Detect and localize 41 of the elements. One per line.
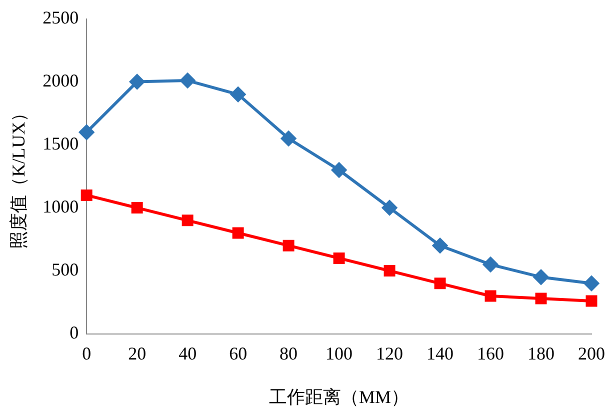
x-tick-label: 180	[528, 343, 555, 364]
point	[182, 214, 194, 226]
point	[80, 189, 92, 201]
point	[130, 74, 145, 90]
x-tick-label: 140	[426, 343, 454, 364]
y-tick-label: 0	[70, 322, 79, 343]
x-tick-label: 120	[376, 343, 404, 364]
point	[281, 131, 296, 146]
point	[432, 238, 448, 254]
point	[230, 86, 246, 102]
y-tick-label: 2000	[42, 70, 79, 91]
point	[384, 265, 396, 277]
y-tick-label: 500	[52, 260, 79, 280]
x-tick-label: 20	[128, 343, 146, 364]
x-tick-label: 60	[229, 343, 248, 364]
point	[584, 276, 599, 291]
point	[282, 240, 294, 252]
y-tick-label: 1000	[42, 196, 79, 217]
y-axis-title: 照度值（K/LUX）	[8, 104, 29, 249]
x-tick-label: 40	[178, 343, 197, 364]
x-tick-label: 100	[326, 343, 353, 364]
point	[534, 270, 549, 285]
point	[484, 290, 496, 302]
point	[382, 200, 398, 216]
point	[586, 295, 598, 307]
y-tick-label: 1500	[42, 134, 79, 154]
point	[332, 162, 347, 178]
point	[180, 73, 196, 88]
point	[131, 202, 143, 214]
x-tick-label: 160	[477, 343, 504, 364]
point	[434, 278, 446, 290]
point	[232, 227, 244, 239]
point	[535, 292, 547, 304]
x-axis-title: 工作距离（MM）	[269, 386, 410, 407]
x-tick-label: 0	[82, 343, 92, 364]
y-tick-label: 2500	[42, 8, 79, 28]
point	[79, 124, 94, 140]
x-tick-label: 80	[280, 343, 298, 364]
point	[483, 257, 498, 272]
point	[333, 252, 345, 264]
x-tick-label: 200	[578, 343, 605, 364]
